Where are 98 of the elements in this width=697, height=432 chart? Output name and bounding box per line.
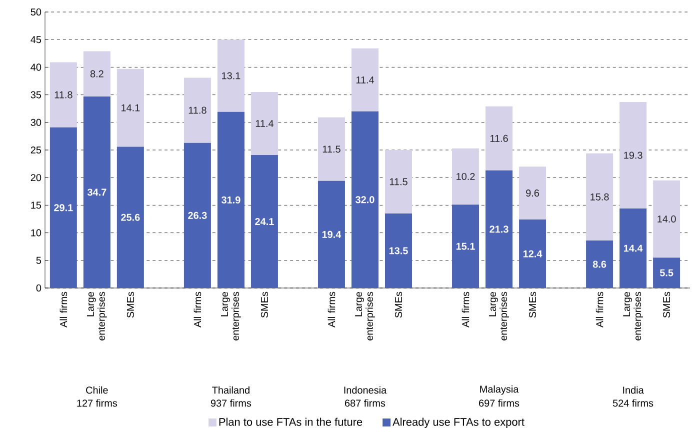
x-tick-label: Large enterprises	[489, 292, 509, 340]
x-tick-label: All firms	[462, 292, 470, 328]
bar	[50, 62, 77, 128]
bar	[83, 96, 110, 288]
y-tick-label: 15	[31, 202, 42, 209]
data-label: 8.6	[592, 260, 606, 268]
x-tick-label: Large enterprises	[221, 292, 241, 340]
data-label: 11.4	[356, 76, 374, 84]
y-tick-label: 35	[30, 91, 42, 98]
data-label: 12.4	[523, 250, 542, 258]
data-label: 31.9	[222, 196, 240, 204]
bar	[217, 40, 244, 112]
y-tick-label: 25	[30, 146, 42, 154]
text: 697 firms	[479, 399, 520, 407]
y-tick-label: 20	[30, 174, 42, 182]
bar	[486, 106, 513, 170]
text: Malaysia	[480, 385, 519, 395]
y-tick-label: 50	[30, 8, 42, 16]
data-label: 26.3	[188, 212, 207, 219]
bar	[83, 51, 110, 96]
data-label: 13.5	[389, 247, 408, 254]
bar	[351, 48, 378, 112]
data-label: 11.8	[54, 91, 72, 98]
x-tick-label: Large enterprises	[355, 292, 375, 340]
data-label: 9.6	[526, 190, 540, 197]
bar	[250, 92, 278, 155]
x-tick-label: SMEs	[126, 292, 134, 318]
data-label: 14.0	[658, 215, 676, 223]
bar	[519, 220, 546, 288]
text: India	[623, 386, 644, 394]
text: 937 firms	[210, 399, 252, 407]
bar	[620, 102, 647, 209]
data-label: 19.4	[322, 230, 342, 238]
bar	[620, 208, 647, 288]
data-label: 11.5	[322, 146, 340, 153]
data-label: 11.8	[188, 106, 206, 114]
y-tick-label: 30	[30, 118, 42, 126]
bar	[184, 78, 211, 143]
bar	[586, 153, 614, 241]
x-tick-label: SMEs	[260, 292, 268, 318]
x-tick-label: All firms	[194, 292, 202, 328]
y-tick-label: 40	[30, 64, 42, 71]
bar	[452, 148, 480, 205]
bar	[486, 170, 513, 288]
data-label: 8.2	[90, 70, 104, 78]
text: Indonesia	[344, 386, 387, 394]
data-label: 15.1	[456, 242, 475, 250]
bar	[351, 111, 378, 288]
y-tick-label: 45	[30, 36, 42, 44]
bar	[184, 142, 211, 288]
x-tick-label: All firms	[596, 292, 604, 328]
bar	[519, 166, 546, 220]
bar	[318, 117, 345, 181]
text: 687 firms	[345, 399, 386, 407]
y-tick-label: 5	[36, 256, 42, 264]
x-tick-label: SMEs	[529, 292, 536, 318]
x-tick-label: All firms	[60, 292, 68, 328]
bar	[384, 213, 412, 288]
x-tick-label: All firms	[328, 292, 336, 328]
x-tick-label: Large enterprises	[86, 292, 107, 340]
data-label: 13.1	[222, 72, 240, 80]
data-label: 14.4	[624, 244, 643, 252]
data-label: 14.1	[122, 104, 140, 112]
bar	[318, 180, 345, 288]
x-tick-label: Large enterprises	[623, 292, 643, 340]
y-tick-label: 0	[36, 284, 42, 292]
data-label: 24.1	[255, 218, 274, 225]
bar	[384, 150, 412, 214]
data-label: 25.6	[121, 214, 140, 221]
data-label: 34.7	[87, 188, 106, 196]
bar	[116, 146, 144, 288]
bar	[452, 204, 480, 288]
data-label: 11.4	[256, 120, 274, 127]
text: 524 firms	[612, 399, 654, 407]
legend-label: Already use FTAs to export	[392, 418, 524, 428]
legend-label: Plan to use FTAs in the future	[219, 418, 362, 426]
bar	[250, 154, 278, 288]
bar	[586, 240, 614, 288]
data-label: 19.3	[624, 152, 642, 159]
data-label: 15.8	[590, 193, 609, 200]
bar	[653, 258, 680, 288]
bar	[217, 112, 244, 288]
data-label: 11.6	[490, 134, 508, 142]
data-label: 29.1	[54, 204, 73, 212]
bar	[653, 180, 680, 258]
data-label: 21.3	[490, 226, 508, 233]
text: Chile	[86, 386, 108, 394]
data-label: 5.5	[660, 269, 674, 276]
data-label: 32.0	[356, 196, 374, 204]
data-label: 11.5	[390, 178, 408, 186]
bar	[116, 68, 144, 147]
data-label: 10.2	[456, 172, 475, 180]
text: Thailand	[212, 386, 250, 394]
text: 127 firms	[77, 399, 118, 407]
bar	[50, 127, 77, 288]
x-tick-label: SMEs	[394, 292, 402, 318]
x-tick-label: SMEs	[663, 292, 670, 318]
y-tick-label: 10	[31, 229, 42, 236]
